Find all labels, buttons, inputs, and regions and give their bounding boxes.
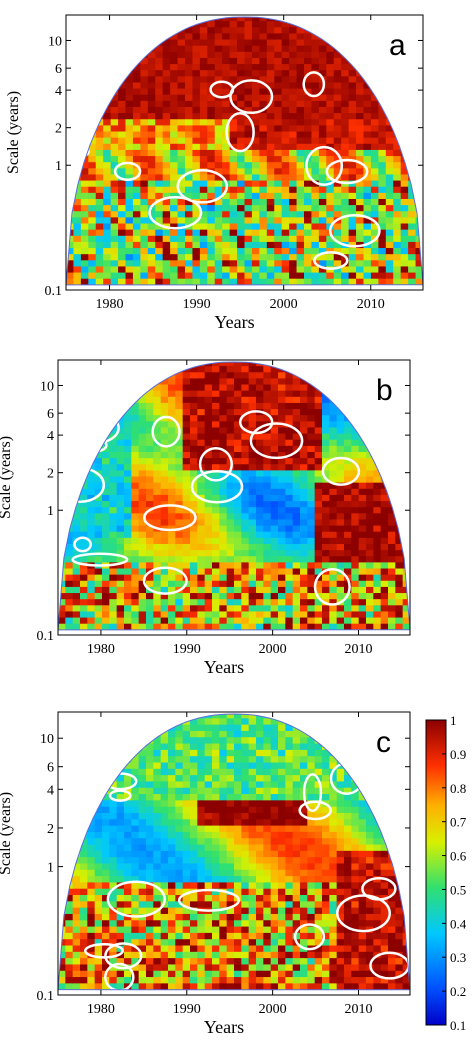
x-tick-label: 1990	[183, 297, 211, 312]
y-tick-label: 6	[47, 761, 54, 776]
panel-b: 1980 1990 2000 2010 0.1 1 2 4 6 10 Years Scale (yea…	[0, 359, 411, 677]
axes-frame-c	[57, 711, 411, 996]
coherence-field-c	[58, 714, 410, 990]
x-tick-label: 1980	[87, 1002, 115, 1017]
x-tick-label: 2000	[259, 642, 287, 657]
colorbar-tick-label: 0.4	[450, 916, 467, 931]
y-tick-label: 4	[55, 84, 62, 99]
x-tick-label: 2010	[357, 297, 385, 312]
y-tick-label: 10	[48, 34, 62, 49]
x-tick-label: 1990	[173, 642, 201, 657]
y-tick-label: 1	[55, 159, 62, 174]
axes-frame-a	[65, 14, 424, 291]
y-tick-label: 1	[47, 861, 54, 876]
x-tick-label: 2010	[344, 642, 372, 657]
y-axis-label: Scale (years)	[0, 792, 14, 875]
axes-frame-b	[57, 359, 411, 636]
y-tick-label: 0.1	[37, 989, 55, 1004]
x-axis-label: Years	[204, 1017, 244, 1037]
colorbar-tick-label: 0.5	[450, 882, 466, 897]
colorbar-tick-label: 0.6	[450, 849, 467, 864]
y-tick-label: 4	[47, 429, 54, 444]
y-tick-label: 2	[47, 822, 54, 837]
y-tick-label: 0.1	[37, 629, 55, 644]
x-tick-label: 1980	[96, 297, 124, 312]
y-tick-label: 2	[55, 122, 62, 137]
x-tick-label: 1980	[87, 642, 115, 657]
y-axis-label: Scale (years)	[0, 436, 14, 519]
colorbar-tick-label: 0.9	[450, 747, 466, 762]
x-axis-label: Years	[214, 312, 254, 332]
y-axis-label: Scale (years)	[5, 91, 22, 174]
colorbar-tick-label: 0.3	[450, 950, 466, 965]
y-tick-label: 10	[40, 379, 54, 394]
y-tick-label: 0.1	[45, 284, 63, 299]
y-tick-label: 6	[55, 62, 62, 77]
y-tick-label: 4	[47, 783, 54, 798]
colorbar-tick-label: 1	[450, 713, 457, 728]
panel-a: 1980 1990 2000 2010 0.1 1 2 4 6 10 Years Scale (yea…	[5, 14, 424, 332]
colorbar: 0.1 0.2 0.3 0.4 0.5 0.6 0.7 0.8 0.9 1	[425, 713, 467, 1033]
colorbar-tick-label: 0.1	[450, 1018, 466, 1033]
x-tick-label: 2000	[270, 297, 298, 312]
colorbar-tick-label: 0.2	[450, 984, 466, 999]
x-tick-label: 2000	[259, 1002, 287, 1017]
y-tick-label: 1	[47, 504, 54, 519]
colorbar-tick-label: 0.7	[450, 815, 467, 830]
x-tick-label: 1990	[173, 1002, 201, 1017]
y-tick-label: 2	[47, 467, 54, 482]
y-tick-label: 6	[47, 407, 54, 422]
coherence-field-b	[58, 362, 410, 630]
x-axis-label: Years	[204, 657, 244, 677]
panel-label: a	[389, 29, 406, 62]
coherence-field-a	[66, 17, 423, 285]
colorbar-tick-label: 0.8	[450, 781, 466, 796]
x-tick-label: 2010	[344, 1002, 372, 1017]
panel-c: 1980 1990 2000 2010 0.1 1 2 4 6 10 Years Scale (yea…	[0, 711, 467, 1037]
y-tick-label: 10	[40, 732, 54, 747]
panel-label: b	[376, 374, 393, 407]
panel-label: c	[376, 726, 391, 759]
